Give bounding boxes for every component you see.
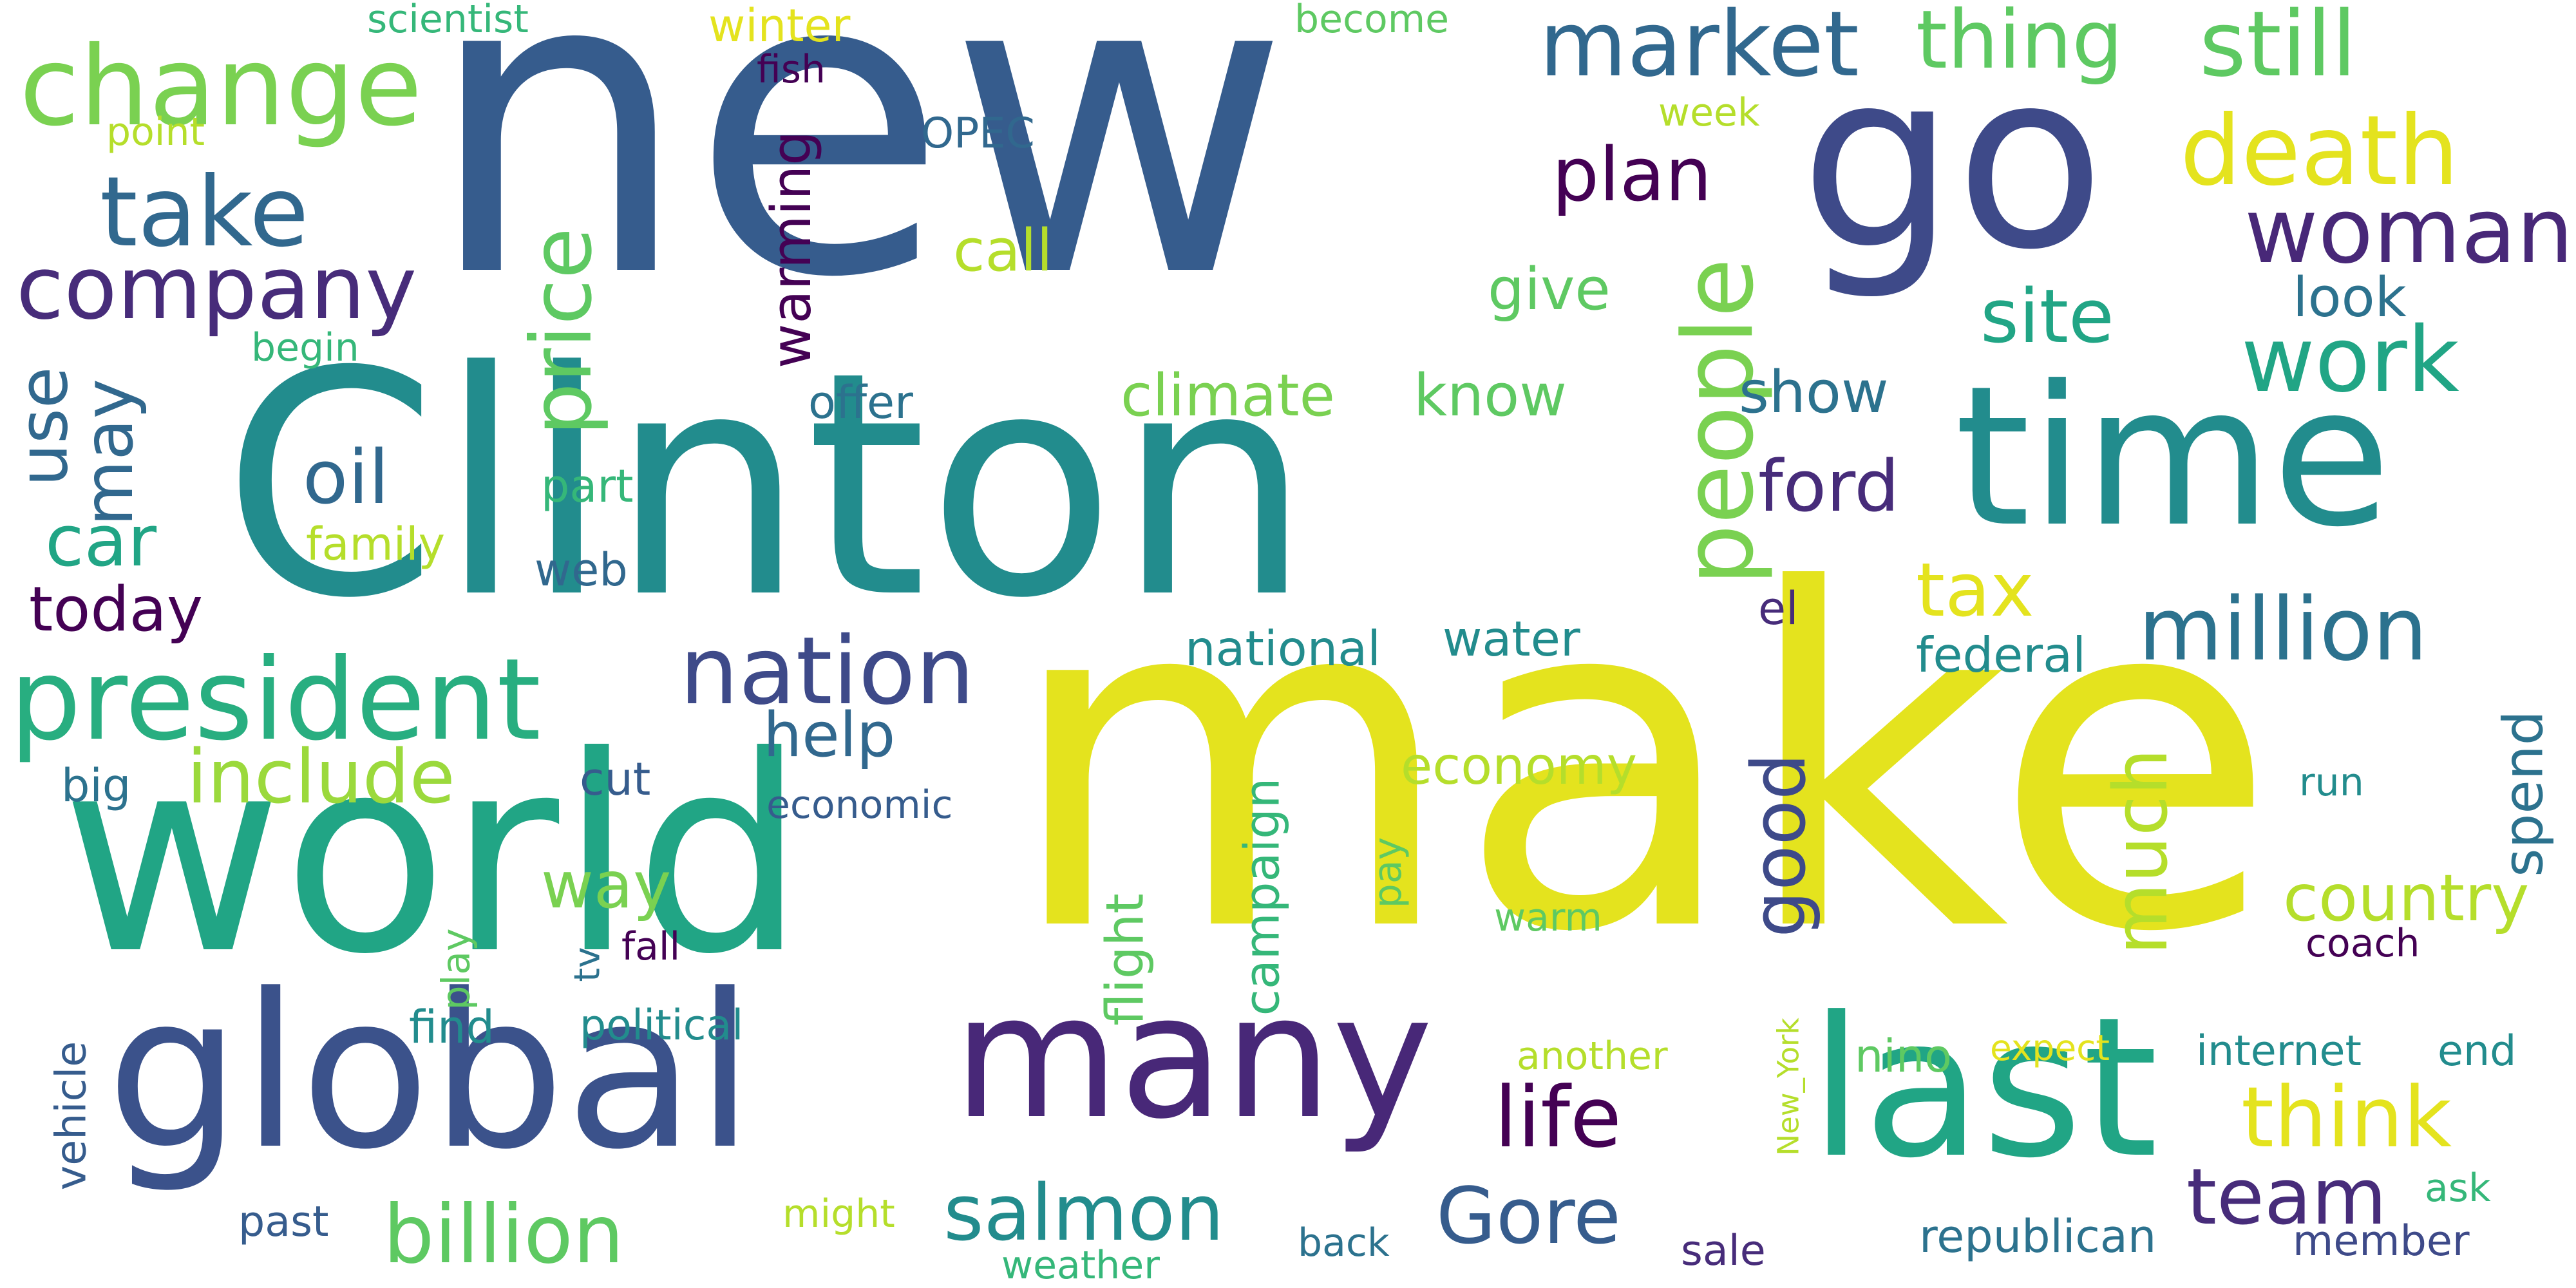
word-tax: tax	[1916, 547, 2034, 634]
word-gore: Gore	[1436, 1172, 1621, 1262]
word-family: family	[306, 518, 446, 571]
word-include: include	[187, 734, 455, 820]
word-campaign: campaign	[1233, 777, 1291, 1016]
word-flight: flight	[1095, 893, 1155, 1026]
word-new: new	[425, 0, 1291, 369]
word-vehicle: vehicle	[47, 1041, 96, 1191]
word-expect: expect	[1990, 1027, 2110, 1068]
word-salmon: salmon	[943, 1169, 1224, 1258]
word-end: end	[2438, 1027, 2517, 1075]
word-use: use	[4, 366, 83, 487]
word-might: might	[782, 1191, 895, 1236]
word-company: company	[16, 238, 417, 339]
word-price: price	[512, 227, 611, 436]
word-big: big	[61, 759, 131, 812]
word-change: change	[19, 23, 422, 151]
word-take: take	[100, 156, 309, 269]
word-may: may	[69, 379, 148, 526]
word-sale: sale	[1681, 1227, 1766, 1275]
word-time: time	[1955, 345, 2391, 569]
word-make: make	[1005, 493, 2278, 1033]
word-plan: plan	[1552, 132, 1712, 218]
word-coach: coach	[2306, 921, 2420, 966]
word-good: good	[1736, 753, 1823, 938]
word-political: political	[580, 1001, 744, 1050]
word-cut: cut	[580, 753, 651, 806]
word-give: give	[1488, 256, 1611, 323]
word-think: think	[2241, 1068, 2452, 1166]
word-million: million	[2138, 579, 2428, 680]
word-point: point	[106, 109, 205, 155]
word-past: past	[238, 1198, 329, 1246]
word-el: el	[1758, 582, 1799, 635]
word-global: global	[106, 949, 755, 1196]
word-fall: fall	[621, 924, 681, 969]
word-team: team	[2186, 1153, 2387, 1242]
word-play: play	[433, 928, 479, 1010]
word-nino: nino	[1855, 1030, 1953, 1083]
word-week: week	[1658, 90, 1760, 135]
word-internet: internet	[2196, 1027, 2362, 1075]
word-winter: winter	[708, 0, 851, 52]
word-death: death	[2180, 95, 2459, 207]
word-pay: pay	[1365, 837, 1411, 909]
word-know: know	[1414, 362, 1567, 430]
word-economy: economy	[1401, 736, 1638, 796]
word-billion: billion	[383, 1188, 624, 1282]
word-world: world	[61, 699, 806, 1014]
word-last: last	[1810, 976, 2159, 1200]
word-go: go	[1800, 18, 2105, 303]
word-economic: economic	[766, 782, 953, 828]
word-country: country	[2283, 860, 2530, 936]
word-clinton: Clinton	[222, 306, 1312, 666]
word-back: back	[1298, 1220, 1390, 1265]
word-another: another	[1517, 1034, 1668, 1079]
word-run: run	[2299, 760, 2364, 805]
word-member: member	[2293, 1217, 2470, 1265]
word-spend: spend	[2492, 710, 2556, 877]
word-help: help	[763, 700, 896, 771]
word-car: car	[45, 500, 157, 582]
word-look: look	[2293, 266, 2407, 330]
word-woman: woman	[2244, 179, 2574, 284]
word-water: water	[1443, 611, 1580, 667]
word-weather: weather	[1001, 1243, 1160, 1288]
word-opec: OPEC	[921, 109, 1035, 158]
word-become: become	[1294, 0, 1450, 42]
word-federal: federal	[1916, 627, 2086, 683]
word-life: life	[1494, 1068, 1622, 1166]
word-warm: warm	[1494, 895, 1602, 940]
word-new-york: New_York	[1771, 1018, 1806, 1156]
word-warming: warming	[760, 130, 824, 369]
word-president: president	[10, 635, 541, 766]
word-nation: nation	[679, 617, 975, 726]
word-oil: oil	[303, 435, 390, 521]
word-find: find	[409, 1001, 495, 1054]
word-site: site	[1980, 274, 2114, 360]
word-republican: republican	[1919, 1210, 2157, 1263]
word-show: show	[1739, 359, 1889, 426]
word-climate: climate	[1121, 362, 1335, 430]
word-work: work	[2241, 308, 2459, 413]
word-fish: fish	[757, 47, 826, 92]
word-thing: thing	[1916, 0, 2123, 87]
word-national: national	[1185, 620, 1381, 677]
word-ask: ask	[2425, 1166, 2491, 1211]
word-offer: offer	[808, 376, 913, 429]
word-scientist: scientist	[367, 0, 529, 42]
word-begin: begin	[251, 325, 359, 370]
word-way: way	[541, 848, 672, 923]
word-still: still	[2199, 0, 2357, 97]
word-call: call	[953, 217, 1053, 285]
word-much: much	[2098, 748, 2185, 956]
word-tv: tv	[566, 947, 608, 982]
word-ford: ford	[1758, 445, 1900, 527]
word-today: today	[29, 574, 204, 645]
word-many: many	[953, 958, 1434, 1157]
word-part: part	[541, 460, 634, 513]
word-market: market	[1539, 0, 1859, 97]
word-web: web	[535, 544, 628, 596]
